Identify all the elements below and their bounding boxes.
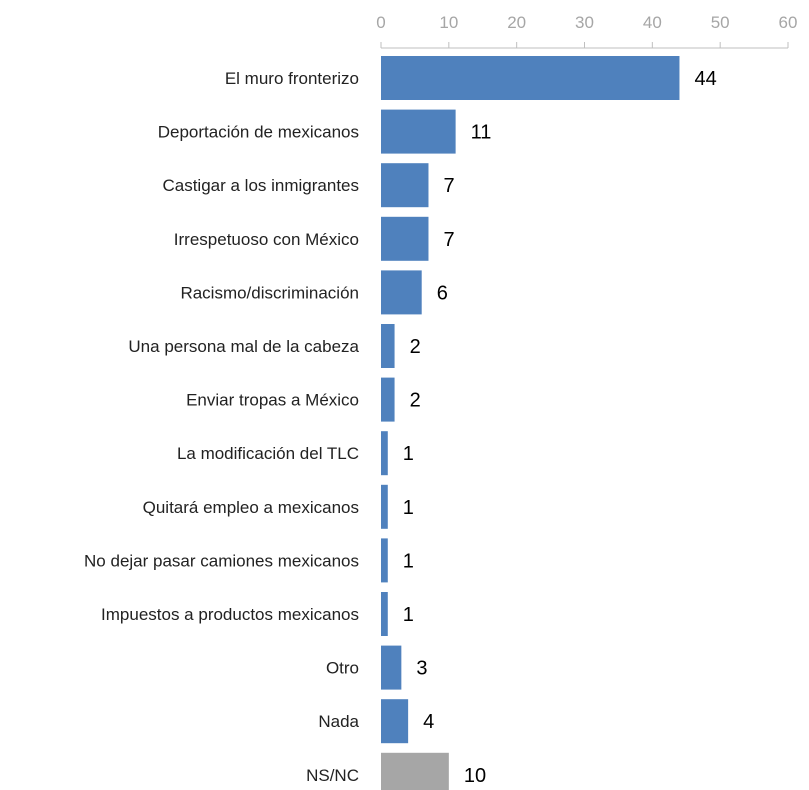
bar <box>381 484 388 529</box>
data-label: 2 <box>410 336 421 358</box>
bars <box>381 56 680 790</box>
bar <box>381 109 456 154</box>
data-label: 1 <box>403 443 414 465</box>
x-tick-label: 40 <box>643 13 662 32</box>
data-label: 3 <box>416 658 427 680</box>
x-tick-label: 10 <box>439 13 458 32</box>
bar <box>381 752 449 790</box>
category-label: Impuestos a productos mexicanos <box>101 605 359 624</box>
data-label: 2 <box>410 390 421 412</box>
data-label: 10 <box>464 765 486 787</box>
data-label: 1 <box>403 550 414 572</box>
bar <box>381 645 402 690</box>
x-tick-label: 50 <box>711 13 730 32</box>
data-label: 7 <box>443 229 454 251</box>
bar <box>381 216 429 261</box>
category-label: NS/NC <box>306 766 359 785</box>
category-labels: El muro fronterizo Deportación de mexican… <box>84 69 360 785</box>
bar <box>381 538 388 583</box>
category-label: No dejar pasar camiones mexicanos <box>84 551 359 570</box>
data-label: 1 <box>403 497 414 519</box>
bar <box>381 431 388 476</box>
x-tick-label: 30 <box>575 13 594 32</box>
category-label: Quitará empleo a mexicanos <box>143 498 359 517</box>
data-label: 6 <box>437 282 448 304</box>
x-tick-label: 0 <box>376 13 385 32</box>
category-label: Otro <box>326 659 359 678</box>
category-label: Nada <box>318 712 359 731</box>
category-label: Deportación de mexicanos <box>158 123 359 142</box>
bar <box>381 324 395 368</box>
category-label: Irrespetuoso con México <box>174 230 359 249</box>
category-label: Enviar tropas a México <box>186 391 359 410</box>
data-label: 4 <box>423 711 434 733</box>
bar <box>381 377 395 422</box>
x-axis: 0 10 20 30 40 50 60 <box>376 13 798 49</box>
category-label: El muro fronterizo <box>225 69 359 88</box>
data-label: 1 <box>403 604 414 626</box>
category-label: Castigar a los inmigrantes <box>162 176 359 195</box>
data-label: 7 <box>443 175 454 197</box>
category-label: Racismo/discriminación <box>180 283 359 302</box>
data-label: 44 <box>694 68 716 90</box>
category-label: La modificación del TLC <box>177 444 359 463</box>
bar <box>381 699 409 744</box>
bar <box>381 56 680 100</box>
category-label: Una persona mal de la cabeza <box>128 337 359 356</box>
bar <box>381 592 388 636</box>
bar <box>381 270 422 315</box>
data-label: 11 <box>471 122 492 144</box>
x-tick-label: 20 <box>507 13 526 32</box>
x-tick-label: 60 <box>779 13 798 32</box>
bar <box>381 163 429 208</box>
